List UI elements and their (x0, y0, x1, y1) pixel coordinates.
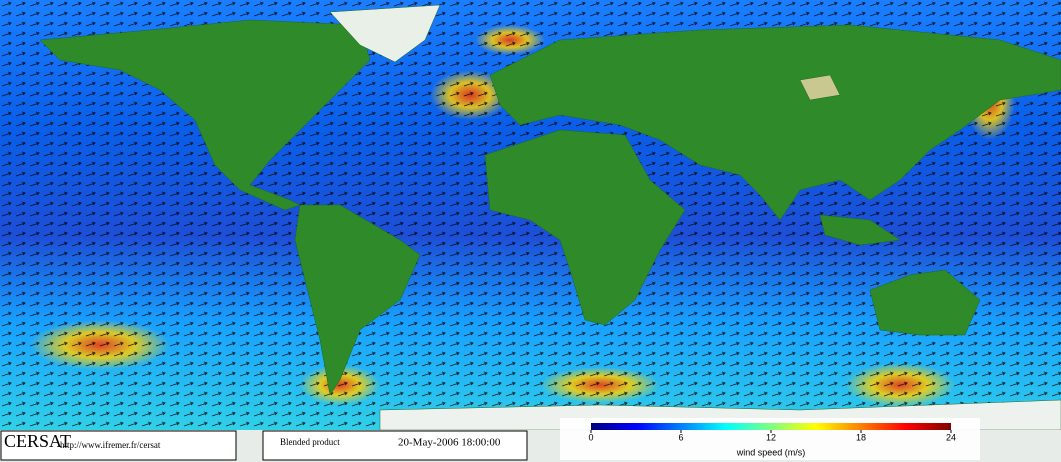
info-box (262, 430, 528, 461)
colorbar-tick-label: 24 (946, 432, 956, 442)
url: http://www.ifremer.fr/cersat (60, 440, 161, 450)
logo: CERSAT (4, 431, 71, 451)
date: 20-May-2006 18:00:00 (398, 437, 501, 449)
colorbar-label: wind speed (m/s) (736, 447, 806, 457)
product: Blended product (280, 437, 340, 447)
colorbar-tick-label: 12 (766, 432, 776, 442)
colorbar-tick-label: 6 (678, 432, 683, 442)
colorbar (591, 423, 951, 430)
logo-box (0, 430, 237, 461)
colorbar-tick-label: 18 (856, 432, 866, 442)
colorbar-tick-label: 0 (588, 432, 593, 442)
